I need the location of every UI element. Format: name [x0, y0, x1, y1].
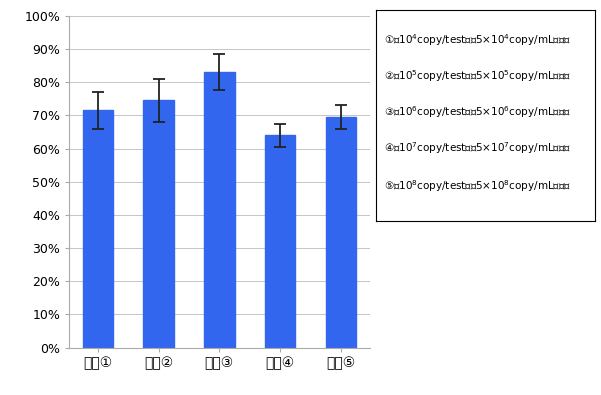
- Text: ⑤：$10^{8}$copy/test（＝5×$10^{8}$copy/mL血浆）: ⑤：$10^{8}$copy/test（＝5×$10^{8}$copy/mL血浆…: [385, 179, 571, 194]
- Bar: [144, 100, 174, 348]
- Text: ③：$10^{6}$copy/test（＝5×$10^{6}$copy/mL血浆）: ③：$10^{6}$copy/test（＝5×$10^{6}$copy/mL血浆…: [385, 104, 571, 120]
- Text: ④：$10^{7}$copy/test（＝5×$10^{7}$copy/mL血浆）: ④：$10^{7}$copy/test（＝5×$10^{7}$copy/mL血浆…: [385, 140, 571, 156]
- Text: ①：$10^{4}$copy/test（＝5×$10^{4}$copy/mL血浆）: ①：$10^{4}$copy/test（＝5×$10^{4}$copy/mL血浆…: [385, 33, 571, 49]
- Bar: [83, 110, 113, 348]
- Bar: [326, 117, 356, 348]
- Bar: [265, 135, 295, 348]
- Bar: [204, 72, 234, 348]
- Text: ②：$10^{5}$copy/test（＝5×$10^{5}$copy/mL血浆）: ②：$10^{5}$copy/test（＝5×$10^{5}$copy/mL血浆…: [385, 69, 571, 85]
